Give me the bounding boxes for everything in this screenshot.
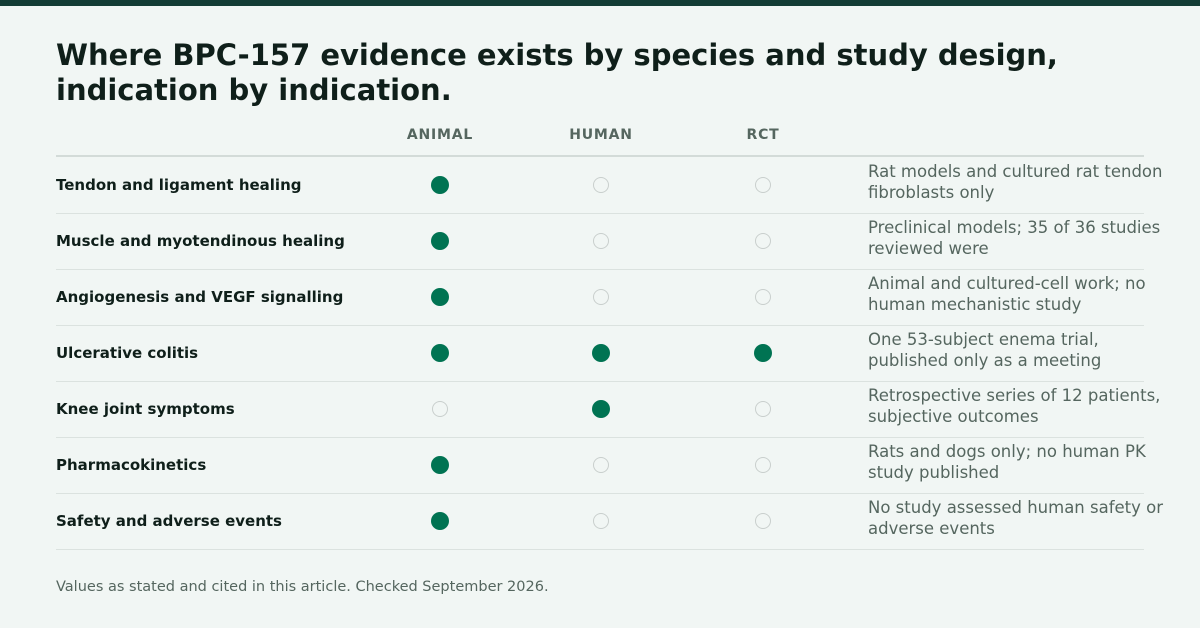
human-evidence-empty-dot	[593, 457, 609, 473]
row-label: Safety and adverse events	[56, 511, 282, 530]
row-label: Angiogenesis and VEGF signalling	[56, 287, 344, 306]
row-label: Knee joint symptoms	[56, 399, 235, 418]
table-row: Knee joint symptoms Retrospective series …	[56, 381, 1160, 438]
row-note: Retrospective series of 12 patients, sub…	[868, 386, 1161, 426]
table-row: Tendon and ligament healing Rat models an…	[56, 157, 1162, 214]
rct-evidence-filled-dot	[754, 344, 772, 362]
row-label: Muscle and myotendinous healing	[56, 231, 345, 250]
table-row: Pharmacokinetics Rats and dogs only; no h…	[56, 437, 1146, 494]
human-evidence-empty-dot	[593, 513, 609, 529]
human-evidence-empty-dot	[593, 177, 609, 193]
table-row: Muscle and myotendinous healing Preclinic…	[56, 213, 1160, 270]
rct-evidence-empty-dot	[755, 289, 771, 305]
animal-evidence-filled-dot	[431, 512, 449, 530]
column-header-human: HUMAN	[569, 127, 633, 143]
human-evidence-empty-dot	[593, 289, 609, 305]
animal-evidence-empty-dot	[432, 401, 448, 417]
rct-evidence-empty-dot	[755, 401, 771, 417]
column-header-rct: RCT	[746, 127, 780, 143]
row-note: Rat models and cultured rat tendon fibro…	[868, 162, 1163, 202]
row-note: One 53-subject enema trial, published on…	[868, 330, 1102, 370]
animal-evidence-filled-dot	[431, 344, 449, 362]
row-label: Ulcerative colitis	[56, 343, 199, 362]
row-note: Rats and dogs only; no human PK study pu…	[868, 442, 1146, 482]
human-evidence-filled-dot	[592, 344, 610, 362]
footer-note: Values as stated and cited in this artic…	[56, 579, 549, 595]
rct-evidence-empty-dot	[755, 233, 771, 249]
human-evidence-filled-dot	[592, 400, 610, 418]
table-row: Ulcerative colitis One 53-subject enema t…	[56, 325, 1144, 382]
row-label: Tendon and ligament healing	[56, 175, 302, 194]
column-header-animal: ANIMAL	[406, 127, 474, 143]
human-evidence-empty-dot	[593, 233, 609, 249]
animal-evidence-filled-dot	[431, 232, 449, 250]
row-note: No study assessed human safety or advers…	[868, 498, 1164, 538]
row-note: Animal and cultured-cell work; no human …	[868, 274, 1146, 314]
animal-evidence-filled-dot	[431, 288, 449, 306]
animal-evidence-filled-dot	[431, 176, 449, 194]
rct-evidence-empty-dot	[755, 177, 771, 193]
row-note: Preclinical models; 35 of 36 studies rev…	[868, 218, 1161, 258]
rct-evidence-empty-dot	[755, 513, 771, 529]
animal-evidence-filled-dot	[431, 456, 449, 474]
rct-evidence-empty-dot	[755, 457, 771, 473]
header-divider	[56, 155, 1144, 157]
row-label: Pharmacokinetics	[56, 455, 207, 474]
top-accent-bar	[0, 0, 1200, 6]
page-title: Where BPC-157 evidence exists by species…	[56, 38, 1058, 107]
table-row: Safety and adverse events No study assess…	[56, 493, 1163, 550]
table-row: Angiogenesis and VEGF signalling Animal a…	[56, 269, 1146, 326]
